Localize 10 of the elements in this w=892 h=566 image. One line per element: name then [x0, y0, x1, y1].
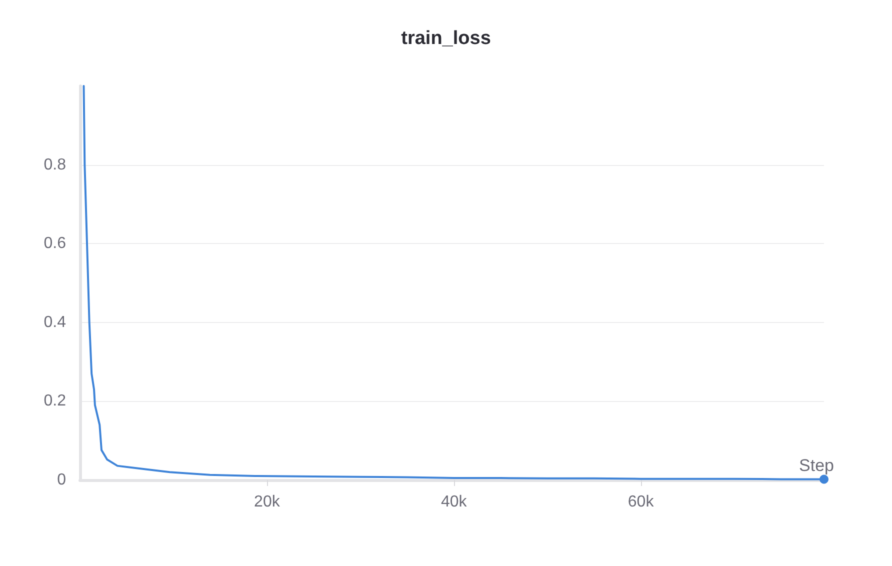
x-tick-label: 60k [628, 494, 655, 510]
x-axis-title: Step [799, 456, 834, 475]
y-tick-label: 0 [57, 472, 66, 488]
y-tick-label: 0.8 [44, 156, 66, 174]
y-tick-label: 0.2 [44, 392, 66, 410]
chart-title: train_loss [401, 28, 491, 49]
y-tick-label: 0.4 [44, 314, 66, 331]
y-tick-label: 0.6 [44, 235, 66, 252]
x-tick-label: 20k [254, 494, 281, 510]
x-tick-label: 40k [440, 494, 468, 510]
